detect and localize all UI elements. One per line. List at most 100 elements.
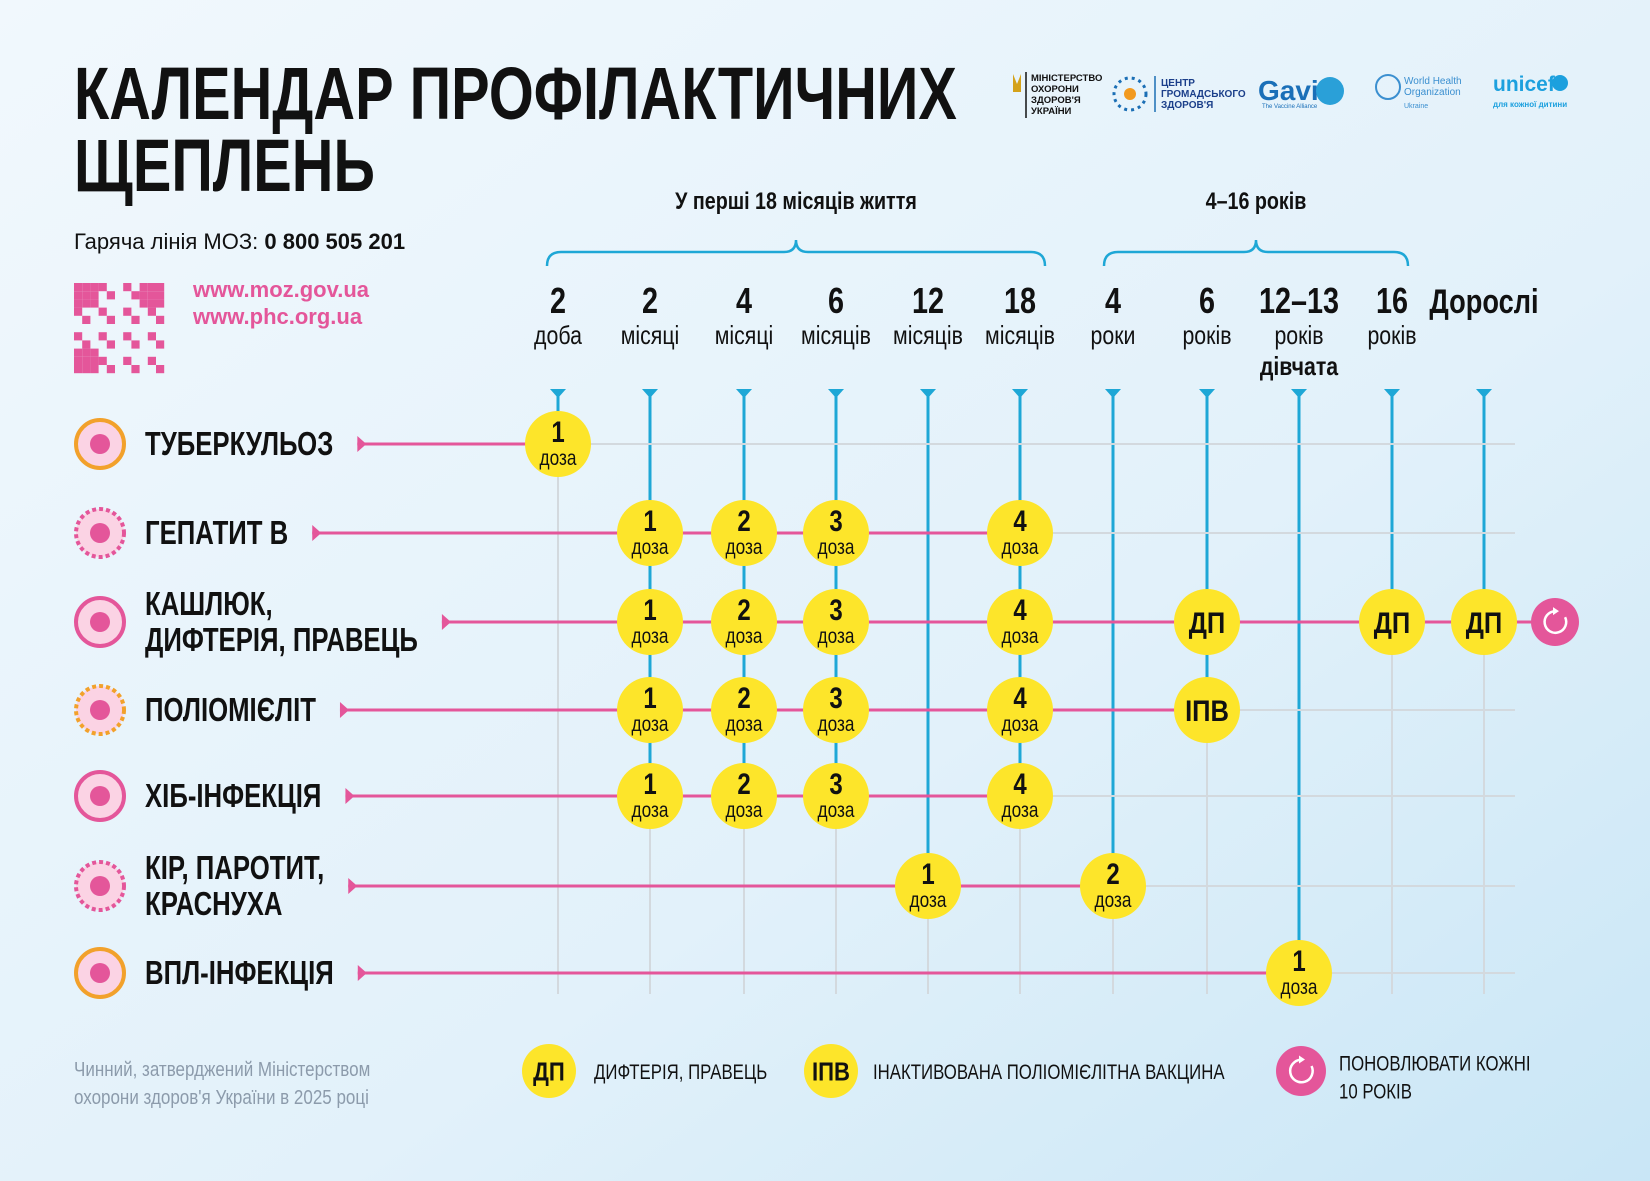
dose-unit: доза [726, 713, 763, 736]
title-line: КАЛЕНДАР ПРОФІЛАКТИЧНИХ [74, 52, 957, 135]
dose-number: 4 [1013, 594, 1027, 627]
column-unit: роки [1091, 320, 1136, 350]
logo-text: ГРОМАДСЬКОГО [1161, 89, 1246, 100]
dose-unit: доза [1095, 889, 1132, 912]
qr-cell [82, 348, 91, 357]
dose-number: 2 [737, 682, 750, 715]
row-marker [357, 965, 367, 981]
qr-cell [82, 291, 91, 300]
renew-arrow-head [1299, 1055, 1305, 1064]
dose-number: 1 [921, 858, 934, 891]
qr-cell [82, 283, 91, 292]
dose-unit: доза [632, 713, 669, 736]
column-unit: років [1367, 320, 1416, 350]
dose [803, 589, 869, 655]
qr-cell [156, 299, 165, 308]
qr-cell [74, 332, 83, 341]
badge [522, 1044, 576, 1098]
qr-cell [123, 332, 132, 341]
column-marker [1012, 389, 1028, 398]
badge [1451, 589, 1517, 655]
badge-label: ДП [533, 1056, 565, 1086]
logo-text: World Health [1404, 76, 1462, 87]
qr-cell [90, 356, 99, 365]
qr-cell [147, 307, 156, 316]
dose [617, 763, 683, 829]
dose [711, 500, 777, 566]
badge-label: ДП [1374, 607, 1410, 640]
dose-unit: доза [818, 536, 855, 559]
disease-icon-core [90, 434, 110, 454]
dose-unit: доза [910, 889, 947, 912]
logo-text: unicef [1493, 73, 1556, 96]
qr-cell [147, 299, 156, 308]
qr-cell [90, 365, 99, 374]
qr-cell [98, 332, 107, 341]
dose-number: 3 [829, 768, 842, 801]
dose-unit: доза [1002, 799, 1039, 822]
dose-number: 4 [1013, 682, 1027, 715]
qr-cell [147, 283, 156, 292]
qr-cell [131, 365, 140, 374]
column-unit: місяців [893, 320, 963, 350]
disease-icon-core [90, 786, 110, 806]
dose-number: 4 [1013, 505, 1027, 538]
dose [987, 677, 1053, 743]
row-marker [357, 436, 367, 452]
url[interactable]: www.phc.org.ua [192, 304, 363, 329]
renew-arrow [1543, 609, 1568, 635]
qr-cell [147, 291, 156, 300]
logo-text: Organization [1404, 87, 1461, 98]
disease-name: КАШЛЮК, [145, 585, 273, 622]
column-marker [920, 389, 936, 398]
dose-number: 1 [643, 682, 656, 715]
dose-unit: доза [1002, 713, 1039, 736]
qr-cell [98, 283, 107, 292]
logo-text: Ukraine [1404, 103, 1428, 110]
dose-unit: доза [632, 536, 669, 559]
dose [1080, 853, 1146, 919]
badge [1174, 677, 1240, 743]
logo-text: УКРАЇНИ [1031, 106, 1072, 117]
column-unit: місяців [985, 320, 1055, 350]
qr-cell [74, 356, 83, 365]
column-marker [1476, 389, 1492, 398]
qr-cell [106, 291, 115, 300]
dose-unit: доза [726, 536, 763, 559]
qr-cell [74, 291, 83, 300]
qr-cell [123, 356, 132, 365]
footer-note: охорони здоров'я України в 2025 році [74, 1087, 369, 1109]
dose-number: 1 [643, 505, 656, 538]
title-line: ЩЕПЛЕНЬ [74, 124, 375, 207]
disease-name: ХІБ-ІНФЕКЦІЯ [145, 777, 321, 814]
dose [617, 589, 683, 655]
badge-label: ІПВ [1185, 695, 1229, 728]
dose-number: 3 [829, 594, 842, 627]
column-unit: років [1274, 320, 1323, 350]
column-headers: У перші 18 місяців життя 4–16 років2доба2… [534, 188, 1539, 381]
legend-text: ДИФТЕРІЯ, ПРАВЕЦЬ [594, 1061, 767, 1084]
dose [711, 763, 777, 829]
qr-cell [74, 365, 83, 374]
group-brace [1102, 239, 1410, 267]
column-marker [1291, 389, 1307, 398]
url[interactable]: www.moz.gov.ua [192, 277, 370, 302]
row-marker [348, 878, 358, 894]
column-marker [1105, 389, 1121, 398]
disease-icon-core [90, 612, 110, 632]
logo-mark [1124, 88, 1136, 100]
dose [803, 763, 869, 829]
dose-unit: доза [1002, 625, 1039, 648]
dose-number: 3 [829, 505, 842, 538]
doses: 1доза1доза2доза3доза4доза1доза2доза3доза… [525, 411, 1579, 1006]
dose [987, 589, 1053, 655]
dose [895, 853, 961, 919]
dose-unit: доза [726, 799, 763, 822]
legend-text: ІНАКТИВОВАНА ПОЛІОМІЄЛІТНА ВАКЦИНА [873, 1061, 1225, 1084]
disease-name: ГЕПАТИТ В [145, 514, 288, 551]
qr-cell [156, 291, 165, 300]
column-marker [550, 389, 566, 398]
disease-icon-core [90, 523, 110, 543]
column-unit: доба [534, 320, 582, 350]
qr-cell [98, 356, 107, 365]
